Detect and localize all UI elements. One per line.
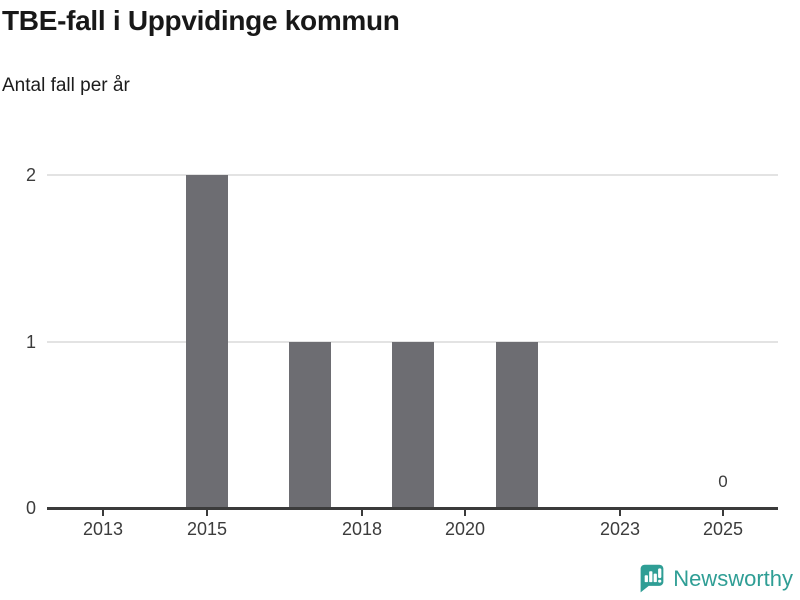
brand-name: Newsworthy [673,565,793,591]
x-axis-tick-label: 2013 [82,519,124,539]
x-axis-tick [464,510,466,516]
y-axis-tick-label: 2 [25,165,36,185]
x-axis-tick [102,510,104,516]
y-axis-tick-label: 1 [25,332,36,352]
chart-subtitle: Antal fall per år [2,75,130,96]
chart-title: TBE-fall i Uppvidinge kommun [2,5,400,36]
x-axis-tick [619,510,621,516]
bar-2017 [289,342,331,509]
bar-2015 [186,175,228,508]
bar-value-label: 0 [718,472,728,491]
gridline [47,174,778,176]
x-axis-tick-label: 2015 [186,519,228,539]
x-axis-tick [361,510,363,516]
x-axis-line [47,507,778,510]
x-axis-tick [722,510,724,516]
y-axis-tick-label: 0 [25,498,36,518]
bar-2021 [496,342,538,509]
x-axis-tick-label: 2020 [444,519,486,539]
newsworthy-logo-icon [640,564,664,593]
x-axis-tick-label: 2025 [702,519,744,539]
x-axis-tick [206,510,208,516]
bar-2019 [392,342,434,509]
brand-footer: Newsworthy [639,563,793,594]
x-axis-tick-label: 2023 [599,519,641,539]
x-axis-tick-label: 2018 [341,519,383,539]
